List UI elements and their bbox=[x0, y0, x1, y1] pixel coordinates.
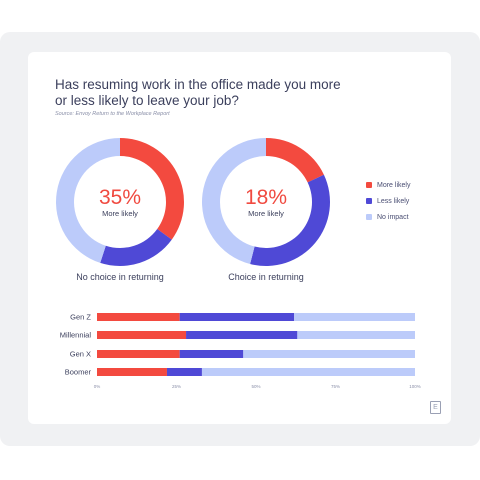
stacked-bar-chart: Gen Z Millennial Gen X Boomer 0% 25% 50% 75% 100… bbox=[60, 313, 421, 390]
donut-choice-caption: Choice in returning bbox=[228, 272, 304, 282]
donut-choice-slice-no-impact bbox=[202, 138, 266, 264]
source-note: Source: Envoy Return to the Workplace Re… bbox=[55, 111, 170, 117]
bar-category-label: Millennial bbox=[60, 331, 92, 340]
bar-segment-more-likely bbox=[97, 350, 180, 358]
x-tick-label: 25% bbox=[172, 384, 181, 389]
x-tick-label: 75% bbox=[331, 384, 340, 389]
legend-item-no-impact: No impact bbox=[366, 209, 410, 225]
legend-label-more-likely: More likely bbox=[377, 181, 411, 189]
donut-choice-slice-more-likely bbox=[266, 138, 324, 183]
donut-choice-slice-less-likely bbox=[250, 174, 330, 266]
donut-choice bbox=[202, 138, 330, 266]
donut-no-choice-slice-no-impact bbox=[56, 138, 120, 263]
bar-segment-more-likely bbox=[97, 368, 167, 376]
bar-category-label: Gen Z bbox=[70, 313, 91, 322]
donut-no-choice-slice-more-likely bbox=[120, 138, 184, 240]
x-tick-label: 0% bbox=[94, 384, 101, 389]
bar-segment-less-likely bbox=[186, 331, 298, 339]
legend-label-no-impact: No impact bbox=[377, 213, 409, 221]
chart-title: Has resuming work in the office made you… bbox=[55, 77, 341, 108]
legend-label-less-likely: Less likely bbox=[377, 197, 410, 205]
donut-no-choice-percent: 35% bbox=[98, 186, 142, 209]
envoy-logo: E bbox=[430, 401, 441, 414]
bar-segment-no-impact bbox=[243, 350, 415, 358]
bar-category-label: Boomer bbox=[65, 368, 92, 377]
chart-card bbox=[28, 52, 451, 424]
bar-category-label: Gen X bbox=[70, 350, 91, 359]
bar-segment-no-impact bbox=[294, 313, 415, 321]
legend-swatch-more-likely bbox=[366, 182, 372, 188]
x-tick-label: 100% bbox=[409, 384, 421, 389]
bar-segment-no-impact bbox=[297, 331, 415, 339]
legend-swatch-less-likely bbox=[366, 198, 372, 204]
legend-item-less-likely: Less likely bbox=[366, 193, 410, 209]
donut-choice-sublabel: More likely bbox=[248, 209, 284, 218]
bar-segment-more-likely bbox=[97, 313, 180, 321]
legend-swatch-no-impact bbox=[366, 214, 372, 220]
x-tick-label: 50% bbox=[251, 384, 260, 389]
legend-item-more-likely: More likely bbox=[366, 177, 410, 193]
donut-choice-percent: 18% bbox=[244, 186, 288, 209]
donut-no-choice bbox=[56, 138, 184, 266]
donut-no-choice-slice-less-likely bbox=[100, 229, 172, 266]
bar-segment-less-likely bbox=[179, 350, 244, 358]
bar-segment-no-impact bbox=[201, 368, 415, 376]
donut-no-choice-caption: No choice in returning bbox=[76, 272, 164, 282]
donut-no-choice-sublabel: More likely bbox=[102, 209, 138, 218]
bar-segment-less-likely bbox=[166, 368, 202, 376]
bar-segment-more-likely bbox=[97, 331, 187, 339]
legend: More likely Less likely No impact bbox=[366, 177, 410, 225]
bar-segment-less-likely bbox=[179, 313, 295, 321]
